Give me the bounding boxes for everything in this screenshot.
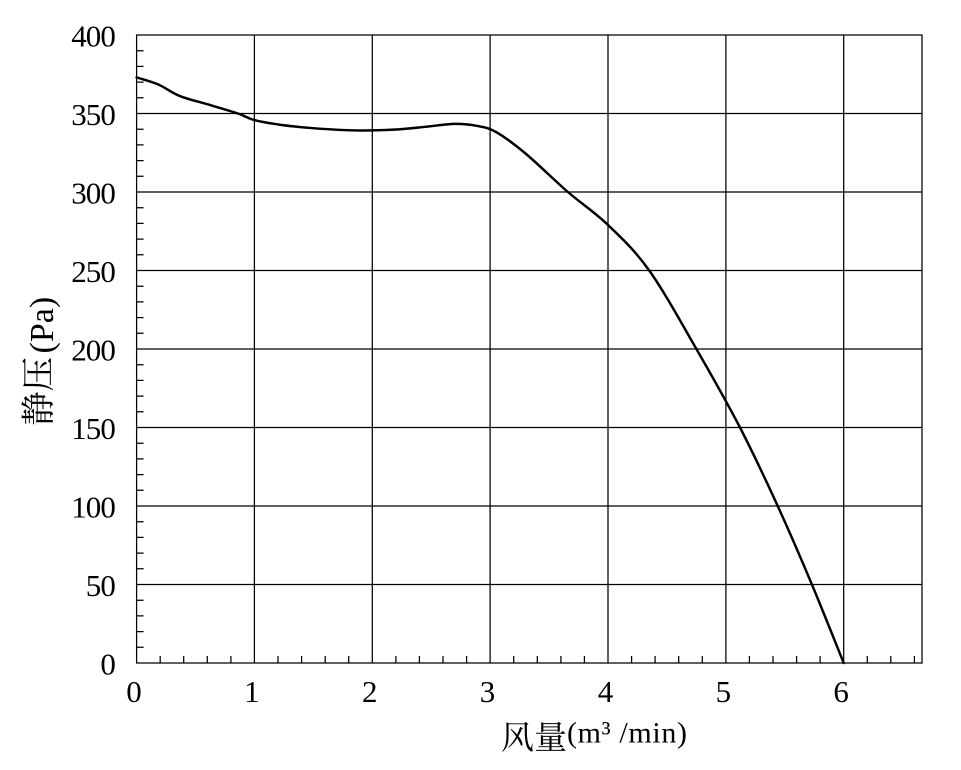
svg-text:50: 50 [86,568,116,603]
svg-text:6: 6 [833,674,848,709]
svg-text:300: 300 [71,176,115,211]
svg-text:2: 2 [362,674,377,709]
svg-text:0: 0 [126,674,141,709]
svg-text:150: 150 [71,411,115,446]
svg-text:0: 0 [100,647,115,682]
svg-text:100: 100 [71,490,115,525]
svg-text:3: 3 [480,674,495,709]
svg-text:250: 250 [71,254,115,289]
svg-text:400: 400 [71,19,115,54]
svg-text:200: 200 [71,333,115,368]
svg-text:(Pa): (Pa) [24,297,61,354]
svg-text:(m³ /min): (m³ /min) [567,717,688,750]
svg-text:5: 5 [716,674,731,709]
svg-text:350: 350 [71,97,115,132]
svg-text:1: 1 [244,674,259,709]
svg-text:4: 4 [598,674,614,709]
